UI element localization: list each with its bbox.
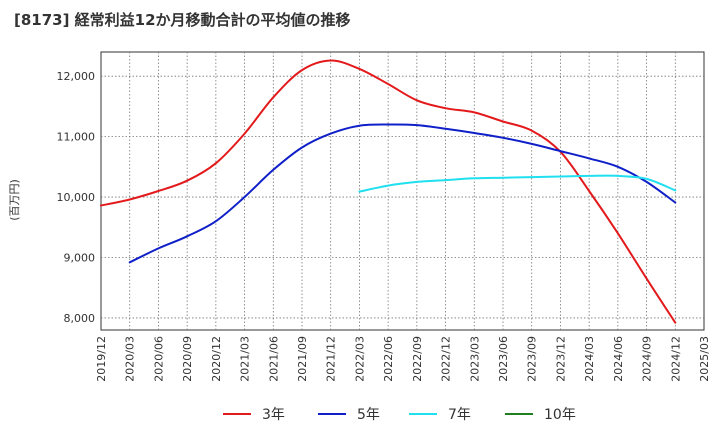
x-tick-label: 2022/12 (440, 336, 453, 382)
x-tick-label: 2023/06 (497, 336, 510, 382)
legend-label-3: 10年 (544, 407, 576, 423)
y-tick-label: 8,000 (64, 312, 96, 325)
x-tick-label: 2025/03 (698, 336, 711, 382)
x-tick-label: 2021/09 (296, 336, 309, 382)
y-axis-title: (百万円) (8, 179, 21, 221)
x-tick-label: 2023/12 (554, 336, 567, 382)
axis-layer: 8,000 9,000 10,000 11,000 12,000 2019/12 2020/… (57, 70, 712, 382)
x-tick-label: 2021/03 (239, 336, 252, 382)
x-tick-label: 2019/12 (95, 336, 108, 382)
x-tick-label: 2022/03 (353, 336, 366, 382)
x-tick-label: 2024/09 (641, 336, 654, 382)
legend: 3年 5年 7年 10年 (223, 407, 576, 423)
grid-layer (100, 51, 705, 331)
x-tick-label: 2021/06 (267, 336, 280, 382)
x-tick-label: 2024/06 (612, 336, 625, 382)
y-tick-label: 11,000 (57, 131, 96, 144)
series-layer (100, 59, 677, 324)
x-tick-label: 2022/09 (411, 336, 424, 382)
x-tick-label: 2022/06 (382, 336, 395, 382)
x-tick-label: 2023/03 (468, 336, 481, 382)
x-tick-label: 2020/09 (181, 336, 194, 382)
x-tick-label: 2024/12 (669, 336, 682, 382)
x-tick-label: 2023/09 (526, 336, 539, 382)
legend-label-1: 5年 (357, 407, 380, 423)
legend-label-2: 7年 (448, 407, 471, 423)
x-tick-label: 2021/12 (325, 336, 338, 382)
plot-area (100, 51, 705, 331)
legend-label-0: 3年 (262, 407, 285, 423)
series-line-1 (128, 123, 677, 264)
y-tick-label: 9,000 (64, 251, 96, 264)
chart-title: [8173] 経常利益12か月移動合計の平均値の推移 (14, 11, 351, 29)
series-line-0 (100, 59, 677, 324)
y-tick-label: 12,000 (57, 70, 96, 83)
x-tick-label: 2020/03 (124, 336, 137, 382)
x-tick-label: 2020/06 (152, 336, 165, 382)
x-tick-label: 2020/12 (210, 336, 223, 382)
series-line-2 (358, 174, 677, 193)
y-tick-label: 10,000 (57, 191, 96, 204)
x-tick-label: 2024/03 (583, 336, 596, 382)
